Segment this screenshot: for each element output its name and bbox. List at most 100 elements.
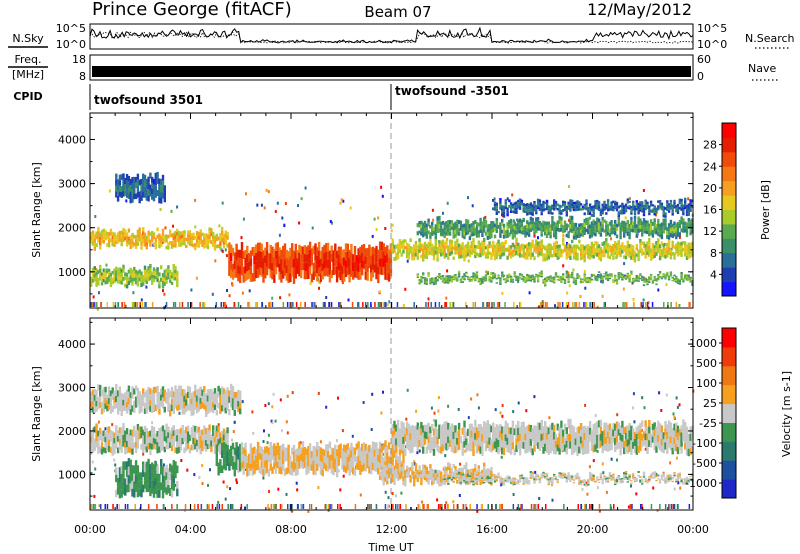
colorbar-swatch (722, 123, 736, 138)
echo-cell (272, 392, 275, 396)
echo-cell (685, 244, 689, 249)
echo-cell (129, 441, 132, 448)
echo-cell (684, 203, 687, 207)
echo-cell (90, 276, 93, 281)
echo-cell (256, 456, 260, 464)
echo-cell (361, 443, 364, 451)
echo-cell (673, 245, 676, 249)
echo-cell (231, 438, 233, 442)
echo-cell (554, 244, 558, 249)
echo-cell (364, 443, 367, 451)
echo-cell (349, 206, 352, 210)
echo-cell (370, 264, 373, 273)
echo-cell (90, 232, 93, 236)
echo-cell (626, 240, 629, 245)
echo-cell (560, 248, 563, 253)
echo-cell (177, 447, 181, 453)
echo-cell (427, 474, 430, 478)
echo-cell (375, 262, 378, 271)
echo-cell (637, 280, 640, 282)
echo-cell (440, 446, 443, 454)
echo-cell (691, 218, 694, 223)
echo-cell (466, 469, 470, 474)
echo-cell (387, 474, 391, 479)
echo-cell (545, 276, 549, 278)
echo-cell (578, 277, 581, 279)
echo-cell (438, 302, 441, 307)
echo-cell (180, 459, 183, 462)
echo-cell (125, 272, 129, 277)
echo-cell (287, 459, 290, 467)
echo-cell (396, 463, 400, 470)
echo-cell (125, 461, 129, 470)
echo-cell (99, 446, 102, 453)
echo-cell (352, 262, 355, 272)
echo-cell (267, 190, 270, 194)
echo-cell (434, 235, 437, 240)
echo-cell (125, 484, 129, 493)
echo-cell (174, 461, 177, 470)
echo-cell (596, 241, 599, 246)
echo-cell (474, 273, 477, 276)
echo-cell (452, 424, 455, 432)
echo-cell (494, 408, 497, 412)
echo-cell (590, 275, 594, 278)
echo-cell (513, 225, 516, 230)
echo-cell (441, 437, 445, 445)
echo-cell (562, 203, 565, 207)
echo-cell (177, 429, 181, 436)
echo-cell (172, 475, 175, 484)
echo-cell (466, 230, 470, 235)
echo-cell (662, 254, 665, 258)
echo-cell (578, 203, 581, 206)
echo-cell (337, 444, 341, 452)
echo-cell (538, 205, 542, 208)
echo-cell (222, 237, 226, 242)
colorbar-tick-label: 12 (703, 225, 717, 238)
echo-cell (269, 244, 272, 254)
echo-cell (465, 474, 468, 479)
echo-cell (183, 430, 186, 436)
echo-cell (466, 473, 470, 478)
echo-cell (576, 276, 579, 278)
echo-cell (454, 240, 457, 245)
echo-cell (402, 468, 405, 473)
echo-cell (602, 471, 605, 475)
echo-cell (308, 258, 312, 267)
echo-cell (499, 198, 502, 201)
echo-cell (134, 460, 138, 469)
echo-cell (370, 467, 373, 475)
echo-cell (535, 246, 538, 251)
echo-cell (588, 235, 592, 239)
echo-cell (93, 234, 96, 239)
echo-cell (601, 249, 604, 254)
echo-cell (204, 439, 208, 446)
echo-cell (554, 252, 558, 257)
echo-cell (156, 489, 159, 498)
echo-cell (547, 243, 550, 248)
echo-cell (556, 276, 559, 279)
echo-cell (605, 203, 608, 207)
echo-cell (95, 283, 98, 287)
echo-cell (303, 270, 306, 280)
echo-cell (662, 214, 665, 218)
echo-cell (283, 454, 287, 462)
echo-cell (328, 250, 332, 259)
echo-cell (501, 245, 504, 250)
echo-cell (635, 247, 638, 251)
echo-cell (124, 272, 127, 277)
echo-cell (606, 274, 610, 276)
echo-cell (549, 231, 552, 235)
echo-cell (594, 221, 597, 225)
echo-cell (106, 243, 109, 247)
echo-cell (474, 279, 477, 282)
echo-cell (382, 390, 384, 394)
echo-cell (630, 216, 633, 221)
echo-cell (545, 229, 549, 234)
echo-cell (283, 251, 287, 260)
echo-cell (404, 427, 407, 435)
echo-cell (472, 238, 475, 242)
echo-cell (525, 409, 528, 413)
echo-cell (466, 481, 470, 485)
echo-cell (688, 302, 690, 307)
